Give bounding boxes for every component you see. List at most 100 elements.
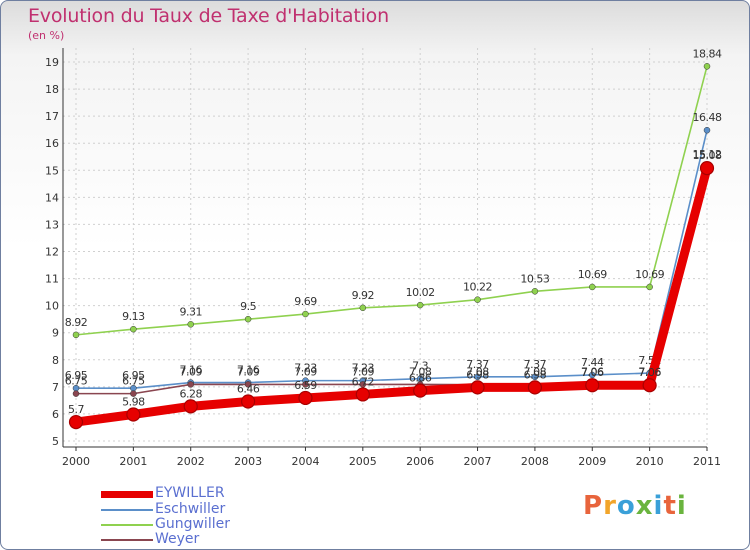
data-label-eywiller: 6.28 xyxy=(179,387,202,400)
legend-label-weyer: Weyer xyxy=(155,531,200,547)
data-label-gungwiller: 10.69 xyxy=(635,268,664,281)
data-label-eschwiller: 6.95 xyxy=(65,369,88,382)
x-tick-label: 2008 xyxy=(521,455,549,468)
y-tick-label: 17 xyxy=(45,110,59,123)
logo-letter: x xyxy=(635,491,654,521)
data-label-gungwiller: 9.13 xyxy=(122,310,145,323)
y-axis-unit-label: (en %) xyxy=(28,29,65,42)
data-point-eywiller xyxy=(68,414,84,430)
data-point-weyer xyxy=(72,390,80,397)
data-point-gungwiller xyxy=(244,315,252,323)
data-point-gungwiller xyxy=(589,283,596,291)
y-tick-label: 14 xyxy=(45,191,59,204)
data-point-gungwiller xyxy=(302,310,309,318)
data-point-eywiller xyxy=(355,387,370,402)
y-tick-label: 18 xyxy=(45,83,59,96)
data-point-weyer xyxy=(302,381,309,388)
data-label-eschwiller: 7.44 xyxy=(581,356,604,369)
data-point-eywiller xyxy=(527,380,543,395)
y-tick-label: 7 xyxy=(52,381,59,394)
data-label-eschwiller: 7.3 xyxy=(412,360,428,373)
y-tick-label: 15 xyxy=(45,164,59,177)
data-label-eschwiller: 7.16 xyxy=(179,364,202,377)
data-point-gungwiller xyxy=(646,283,653,291)
data-label-weyer: 15.12 xyxy=(693,148,722,161)
data-label-gungwiller: 18.84 xyxy=(693,47,722,60)
data-point-eywiller xyxy=(298,390,313,406)
logo-letter: o xyxy=(616,491,636,521)
series-line-gungwiller xyxy=(75,65,708,336)
data-label-weyer: 7.09 xyxy=(352,365,375,378)
data-label-eywiller: 5.98 xyxy=(122,395,145,408)
legend-swatch-gungwiller xyxy=(101,524,153,526)
data-label-eschwiller: 7.23 xyxy=(294,362,317,375)
data-point-gungwiller xyxy=(474,296,481,303)
logo-letter: i xyxy=(676,491,687,521)
series-line-eschwiller xyxy=(75,129,708,390)
chart-title: Evolution du Taux de Taxe d'Habitation xyxy=(28,5,389,27)
data-label-weyer: 7.06 xyxy=(581,366,604,379)
data-point-eywiller xyxy=(642,378,657,393)
y-tick-label: 13 xyxy=(45,218,59,231)
data-label-gungwiller: 9.92 xyxy=(352,289,375,302)
data-label-gungwiller: 10.22 xyxy=(463,281,492,294)
data-label-weyer: 7.08 xyxy=(524,366,547,379)
data-point-gungwiller xyxy=(703,63,711,70)
data-label-gungwiller: 9.31 xyxy=(179,305,202,318)
data-label-eschwiller: 7.23 xyxy=(352,362,375,375)
data-point-eywiller xyxy=(699,161,715,176)
x-tick-label: 2011 xyxy=(693,455,721,468)
data-label-gungwiller: 10.53 xyxy=(520,272,549,285)
logo-letter: r xyxy=(603,491,617,521)
data-label-eschwiller: 6.95 xyxy=(122,369,145,382)
y-tick-label: 16 xyxy=(45,137,59,150)
series-line-weyer xyxy=(75,166,708,395)
data-label-weyer: 7.09 xyxy=(294,365,317,378)
x-tick-label: 2003 xyxy=(234,455,262,468)
x-tick-label: 2002 xyxy=(177,455,205,468)
data-point-eywiller xyxy=(240,394,256,409)
y-tick-label: 6 xyxy=(52,408,59,421)
data-label-weyer: 6.75 xyxy=(65,375,88,388)
data-label-gungwiller: 10.69 xyxy=(578,268,607,281)
data-label-eywiller: 7.06 xyxy=(638,366,661,379)
data-label-eywiller: 7.06 xyxy=(581,366,604,379)
x-tick-label: 2004 xyxy=(291,455,319,468)
data-point-eschwiller xyxy=(474,373,481,381)
logo-letter: i xyxy=(653,491,664,521)
logo-letter: P xyxy=(583,491,604,521)
series-line-eywiller xyxy=(71,163,712,427)
x-tick-label: 2000 xyxy=(62,455,90,468)
legend-label-gungwiller: Gungwiller xyxy=(155,516,230,532)
data-label-gungwiller: 9.69 xyxy=(294,295,317,308)
legend-label-eywiller: EYWILLER xyxy=(155,485,225,501)
data-label-gungwiller: 9.5 xyxy=(240,300,256,313)
x-tick-label: 2007 xyxy=(464,455,492,468)
data-point-gungwiller xyxy=(130,325,137,333)
data-point-eywiller xyxy=(126,407,141,422)
data-label-eschwiller: 7.16 xyxy=(237,364,260,377)
data-point-eschwiller xyxy=(589,371,596,379)
data-point-weyer xyxy=(244,381,252,388)
data-point-weyer xyxy=(187,381,194,388)
data-point-weyer xyxy=(130,390,137,397)
data-point-eschwiller xyxy=(703,126,711,134)
data-label-weyer: 7.09 xyxy=(179,365,202,378)
x-tick-label: 2010 xyxy=(636,455,664,468)
data-point-eywiller xyxy=(183,399,198,414)
data-label-eywiller: 6.98 xyxy=(466,368,489,381)
data-label-eywiller: 6.86 xyxy=(409,372,432,385)
data-label-eywiller: 6.46 xyxy=(237,382,260,395)
legend-swatch-eschwiller xyxy=(101,509,153,511)
legend-item-eschwiller: Eschwiller xyxy=(101,501,301,518)
legend-swatch-weyer xyxy=(101,539,153,541)
proxiti-logo: Proxiti xyxy=(583,491,687,521)
data-point-eywiller xyxy=(585,378,600,393)
legend-item-weyer: Weyer xyxy=(101,531,301,548)
y-tick-label: 11 xyxy=(45,273,59,286)
data-label-weyer: 7.09 xyxy=(237,365,260,378)
x-tick-label: 2005 xyxy=(349,455,377,468)
data-label-gungwiller: 8.92 xyxy=(65,316,88,329)
legend-item-eywiller: EYWILLER xyxy=(101,485,301,502)
